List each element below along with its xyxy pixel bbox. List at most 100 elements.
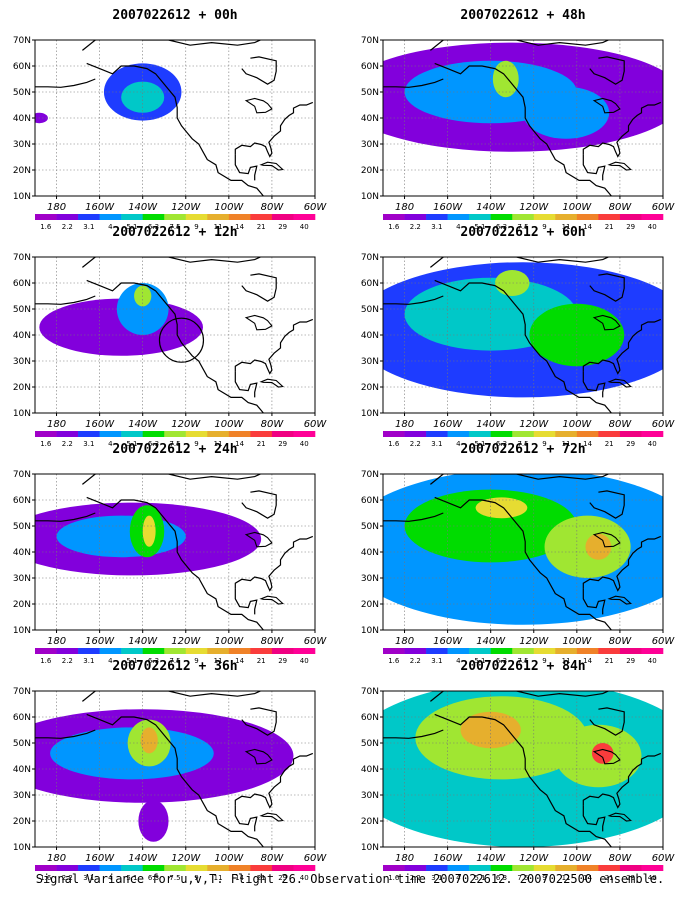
colorbar-swatch [56, 865, 79, 871]
coastline [582, 154, 606, 181]
colorbar-label: 5.1 [474, 874, 485, 881]
colorbar-swatch [121, 431, 143, 437]
colorbar-label: 14 [235, 223, 244, 230]
colorbar-swatch [293, 865, 316, 871]
map-panel-72h: 2007022612 + 72h 70N 60N 50N 40N 30N 20N 10N 18… [353, 442, 693, 667]
colorbar-label: 9 [542, 440, 546, 447]
latitude-label: 60N [13, 62, 31, 72]
colorbar-swatch [185, 648, 208, 654]
colorbar-swatch [99, 431, 122, 437]
coastline [241, 56, 277, 85]
map-canvas: 70N 60N 50N 40N 30N 20N 10N 180 160W 140W 120W 100W… [13, 253, 328, 447]
longitude-label: 180 [47, 636, 66, 647]
colorbar-label: 2.2 [410, 657, 421, 664]
coastline [259, 812, 284, 822]
colorbar-swatch [228, 214, 251, 220]
latitude-label: 20N [361, 817, 379, 827]
latitude-label: 30N [361, 791, 379, 801]
colorbar-swatch [207, 865, 230, 871]
colorbar-label: 11 [562, 223, 571, 230]
colorbar-swatch [576, 648, 599, 654]
colorbar-swatch [641, 648, 664, 654]
latitude-label: 70N [361, 470, 379, 480]
colorbar-swatch [598, 865, 621, 871]
colorbar-swatch [404, 865, 427, 871]
coastline [234, 805, 258, 832]
longitude-label: 60W [652, 636, 676, 647]
coastline [383, 78, 444, 88]
colorbar-swatch [142, 431, 165, 437]
colorbar-label: 29 [278, 440, 287, 447]
latitude-label: 40N [13, 548, 31, 558]
latitude-label: 40N [13, 114, 31, 124]
colorbar-swatch [619, 648, 642, 654]
colorbar-label: 1.6 [40, 874, 52, 881]
latitude-label: 30N [361, 140, 379, 150]
colorbar-label: 21 [257, 657, 266, 664]
longitude-label: 80W [609, 636, 633, 647]
colorbar-swatch [78, 865, 100, 871]
coastline [582, 318, 662, 375]
latitude-label: 10N [13, 192, 31, 202]
colorbar-label: 4 [456, 874, 461, 881]
longitude-label: 100W [214, 636, 244, 647]
colorbar-label: 40 [648, 874, 657, 881]
colorbar-swatch [447, 431, 470, 437]
latitude-label: 70N [13, 470, 31, 480]
colorbar-swatch [598, 214, 621, 220]
variance-region [492, 60, 519, 98]
longitude-label: 160W [85, 419, 115, 430]
colorbar-swatch [121, 214, 143, 220]
map-panel-48h: 2007022612 + 48h 70N 60N 50N 40N 30N 20N 10N 18… [353, 8, 693, 233]
colorbar-swatch [56, 214, 79, 220]
colorbar-swatch [576, 865, 599, 871]
variance-region [523, 86, 610, 139]
colorbar-label: 1.6 [388, 874, 400, 881]
colorbar-swatch [207, 214, 230, 220]
colorbar-swatch [293, 214, 316, 220]
longitude-label: 160W [433, 636, 463, 647]
colorbar-label: 40 [648, 440, 657, 447]
longitude-label: 180 [47, 853, 66, 864]
coastline [35, 295, 96, 305]
latitude-label: 30N [361, 574, 379, 584]
coastline [86, 496, 265, 630]
colorbar-swatch [619, 431, 642, 437]
colorbar-label: 3.1 [431, 223, 442, 230]
colorbar-swatch [490, 214, 513, 220]
coastline [589, 490, 625, 519]
colorbar-swatch [164, 431, 187, 437]
longitude-label: 180 [47, 419, 66, 430]
latitude-label: 20N [13, 600, 31, 610]
colorbar-label: 4 [456, 657, 461, 664]
coastline [383, 512, 444, 522]
longitude-label: 100W [214, 419, 244, 430]
longitude-label: 180 [395, 853, 414, 864]
colorbar-swatch [293, 648, 316, 654]
coastline [582, 752, 662, 809]
longitude-label: 160W [433, 419, 463, 430]
colorbar-label: 14 [235, 657, 244, 664]
longitude-label: 100W [562, 636, 592, 647]
longitude-label: 140W [476, 853, 506, 864]
colorbar-label: 29 [626, 657, 635, 664]
colorbar-label: 40 [300, 874, 309, 881]
colorbar-label: 3.1 [83, 657, 94, 664]
colorbar-swatch [35, 214, 57, 220]
map-canvas: 70N 60N 50N 40N 30N 20N 10N 180 160W 140W 120W 100W… [361, 687, 676, 881]
colorbar-swatch [490, 431, 513, 437]
colorbar-label: 7.5 [517, 874, 528, 881]
latitude-label: 20N [361, 383, 379, 393]
latitude-label: 50N [13, 88, 31, 98]
coastline [244, 531, 273, 548]
colorbar-label: 29 [278, 657, 287, 664]
colorbar-swatch [99, 214, 122, 220]
colorbar-label: 2.2 [62, 874, 73, 881]
colorbar-label: 11 [562, 440, 571, 447]
colorbar-swatch [121, 648, 143, 654]
colorbar-swatch [271, 865, 294, 871]
longitude-label: 80W [609, 202, 633, 213]
colorbar-swatch [99, 648, 122, 654]
latitude-label: 50N [13, 522, 31, 532]
colorbar-swatch [447, 865, 470, 871]
